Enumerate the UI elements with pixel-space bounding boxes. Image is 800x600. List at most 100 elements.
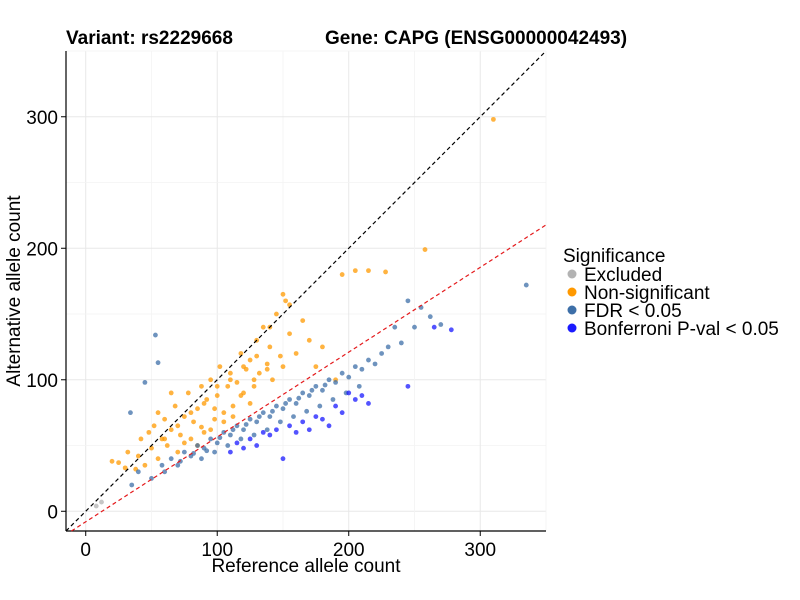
point-bonferroni-p-val-0-05: [274, 427, 279, 433]
point-fdr-0-05: [304, 408, 310, 414]
point-non-significant: [227, 370, 233, 376]
point-fdr-0-05: [142, 379, 148, 385]
point-excluded: [99, 499, 104, 505]
point-fdr-0-05: [204, 448, 210, 454]
point-non-significant: [135, 453, 141, 459]
point-bonferroni-p-val-0-05: [306, 427, 312, 433]
point-fdr-0-05: [277, 419, 283, 425]
legend-label: Bonferroni P-val < 0.05: [584, 319, 779, 340]
legend-label: Excluded: [584, 265, 662, 286]
point-non-significant: [175, 423, 181, 429]
legend-key-marker: [567, 269, 577, 279]
legend-label: FDR < 0.05: [584, 301, 682, 322]
point-fdr-0-05: [398, 340, 404, 346]
point-non-significant: [260, 324, 266, 330]
point-non-significant: [366, 268, 371, 274]
point-bonferroni-p-val-0-05: [260, 429, 266, 435]
point-non-significant: [212, 406, 218, 412]
point-non-significant: [142, 462, 148, 468]
y-tick-label: 200: [26, 239, 58, 260]
point-fdr-0-05: [333, 379, 338, 385]
point-non-significant: [146, 429, 152, 435]
point-non-significant: [188, 410, 194, 416]
point-non-significant: [293, 351, 299, 356]
point-non-significant: [247, 401, 253, 406]
point-bonferroni-p-val-0-05: [352, 397, 358, 402]
point-fdr-0-05: [427, 314, 433, 320]
point-non-significant: [320, 344, 325, 350]
x-tick-label: 300: [464, 540, 496, 561]
point-non-significant: [109, 458, 115, 464]
point-non-significant: [204, 397, 210, 402]
point-non-significant: [178, 432, 183, 438]
point-non-significant: [175, 449, 181, 455]
point-non-significant: [280, 364, 286, 370]
point-fdr-0-05: [293, 401, 299, 406]
point-fdr-0-05: [359, 366, 365, 372]
point-non-significant: [270, 377, 275, 383]
point-non-significant: [199, 424, 204, 430]
point-non-significant: [241, 364, 246, 370]
point-non-significant: [251, 383, 257, 389]
grid-layer: [66, 50, 547, 531]
point-fdr-0-05: [129, 482, 135, 488]
point-non-significant: [274, 311, 279, 317]
point-bonferroni-p-val-0-05: [287, 423, 292, 429]
point-non-significant: [162, 416, 168, 422]
y-tick-label: 300: [26, 108, 58, 129]
point-non-significant: [208, 377, 214, 383]
y-tick-label: 100: [26, 371, 58, 392]
legend-key-marker: [567, 305, 577, 315]
point-fdr-0-05: [287, 397, 292, 402]
point-fdr-0-05: [234, 423, 240, 429]
point-fdr-0-05: [352, 364, 358, 370]
point-fdr-0-05: [256, 414, 262, 419]
point-excluded: [93, 503, 99, 509]
point-fdr-0-05: [346, 374, 352, 380]
point-non-significant: [264, 366, 270, 372]
point-bonferroni-p-val-0-05: [405, 383, 411, 389]
reference-lines-layer: [65, 50, 547, 532]
point-fdr-0-05: [243, 422, 249, 427]
point-fdr-0-05: [523, 282, 529, 288]
point-non-significant: [313, 364, 319, 370]
point-fdr-0-05: [168, 456, 174, 462]
point-fdr-0-05: [208, 436, 214, 442]
point-bonferroni-p-val-0-05: [320, 416, 325, 422]
point-fdr-0-05: [159, 462, 165, 468]
point-fdr-0-05: [214, 440, 220, 446]
point-non-significant: [181, 440, 187, 446]
point-bonferroni-p-val-0-05: [326, 423, 332, 429]
point-non-significant: [230, 414, 236, 419]
x-axis-title: Reference allele count: [211, 556, 401, 577]
point-bonferroni-p-val-0-05: [241, 445, 246, 451]
point-fdr-0-05: [264, 427, 270, 433]
point-fdr-0-05: [221, 429, 227, 435]
legend-label: Non-significant: [584, 283, 710, 304]
point-non-significant: [254, 353, 260, 359]
point-non-significant: [234, 379, 240, 385]
point-non-significant: [221, 419, 227, 425]
point-non-significant: [217, 364, 223, 370]
point-bonferroni-p-val-0-05: [280, 456, 286, 462]
point-fdr-0-05: [260, 410, 266, 416]
point-non-significant: [155, 456, 161, 462]
point-non-significant: [490, 116, 496, 122]
point-non-significant: [256, 370, 262, 376]
point-bonferroni-p-val-0-05: [234, 440, 240, 446]
point-non-significant: [208, 427, 214, 433]
point-non-significant: [138, 436, 144, 442]
point-non-significant: [162, 436, 168, 442]
point-fdr-0-05: [309, 387, 315, 393]
point-non-significant: [155, 410, 161, 416]
point-non-significant: [214, 393, 220, 398]
points-layer: [93, 116, 529, 509]
point-fdr-0-05: [326, 377, 332, 383]
point-fdr-0-05: [438, 322, 444, 327]
point-bonferroni-p-val-0-05: [267, 432, 273, 438]
point-fdr-0-05: [339, 370, 345, 376]
point-fdr-0-05: [356, 383, 362, 389]
point-non-significant: [287, 331, 292, 337]
point-non-significant: [247, 357, 253, 363]
